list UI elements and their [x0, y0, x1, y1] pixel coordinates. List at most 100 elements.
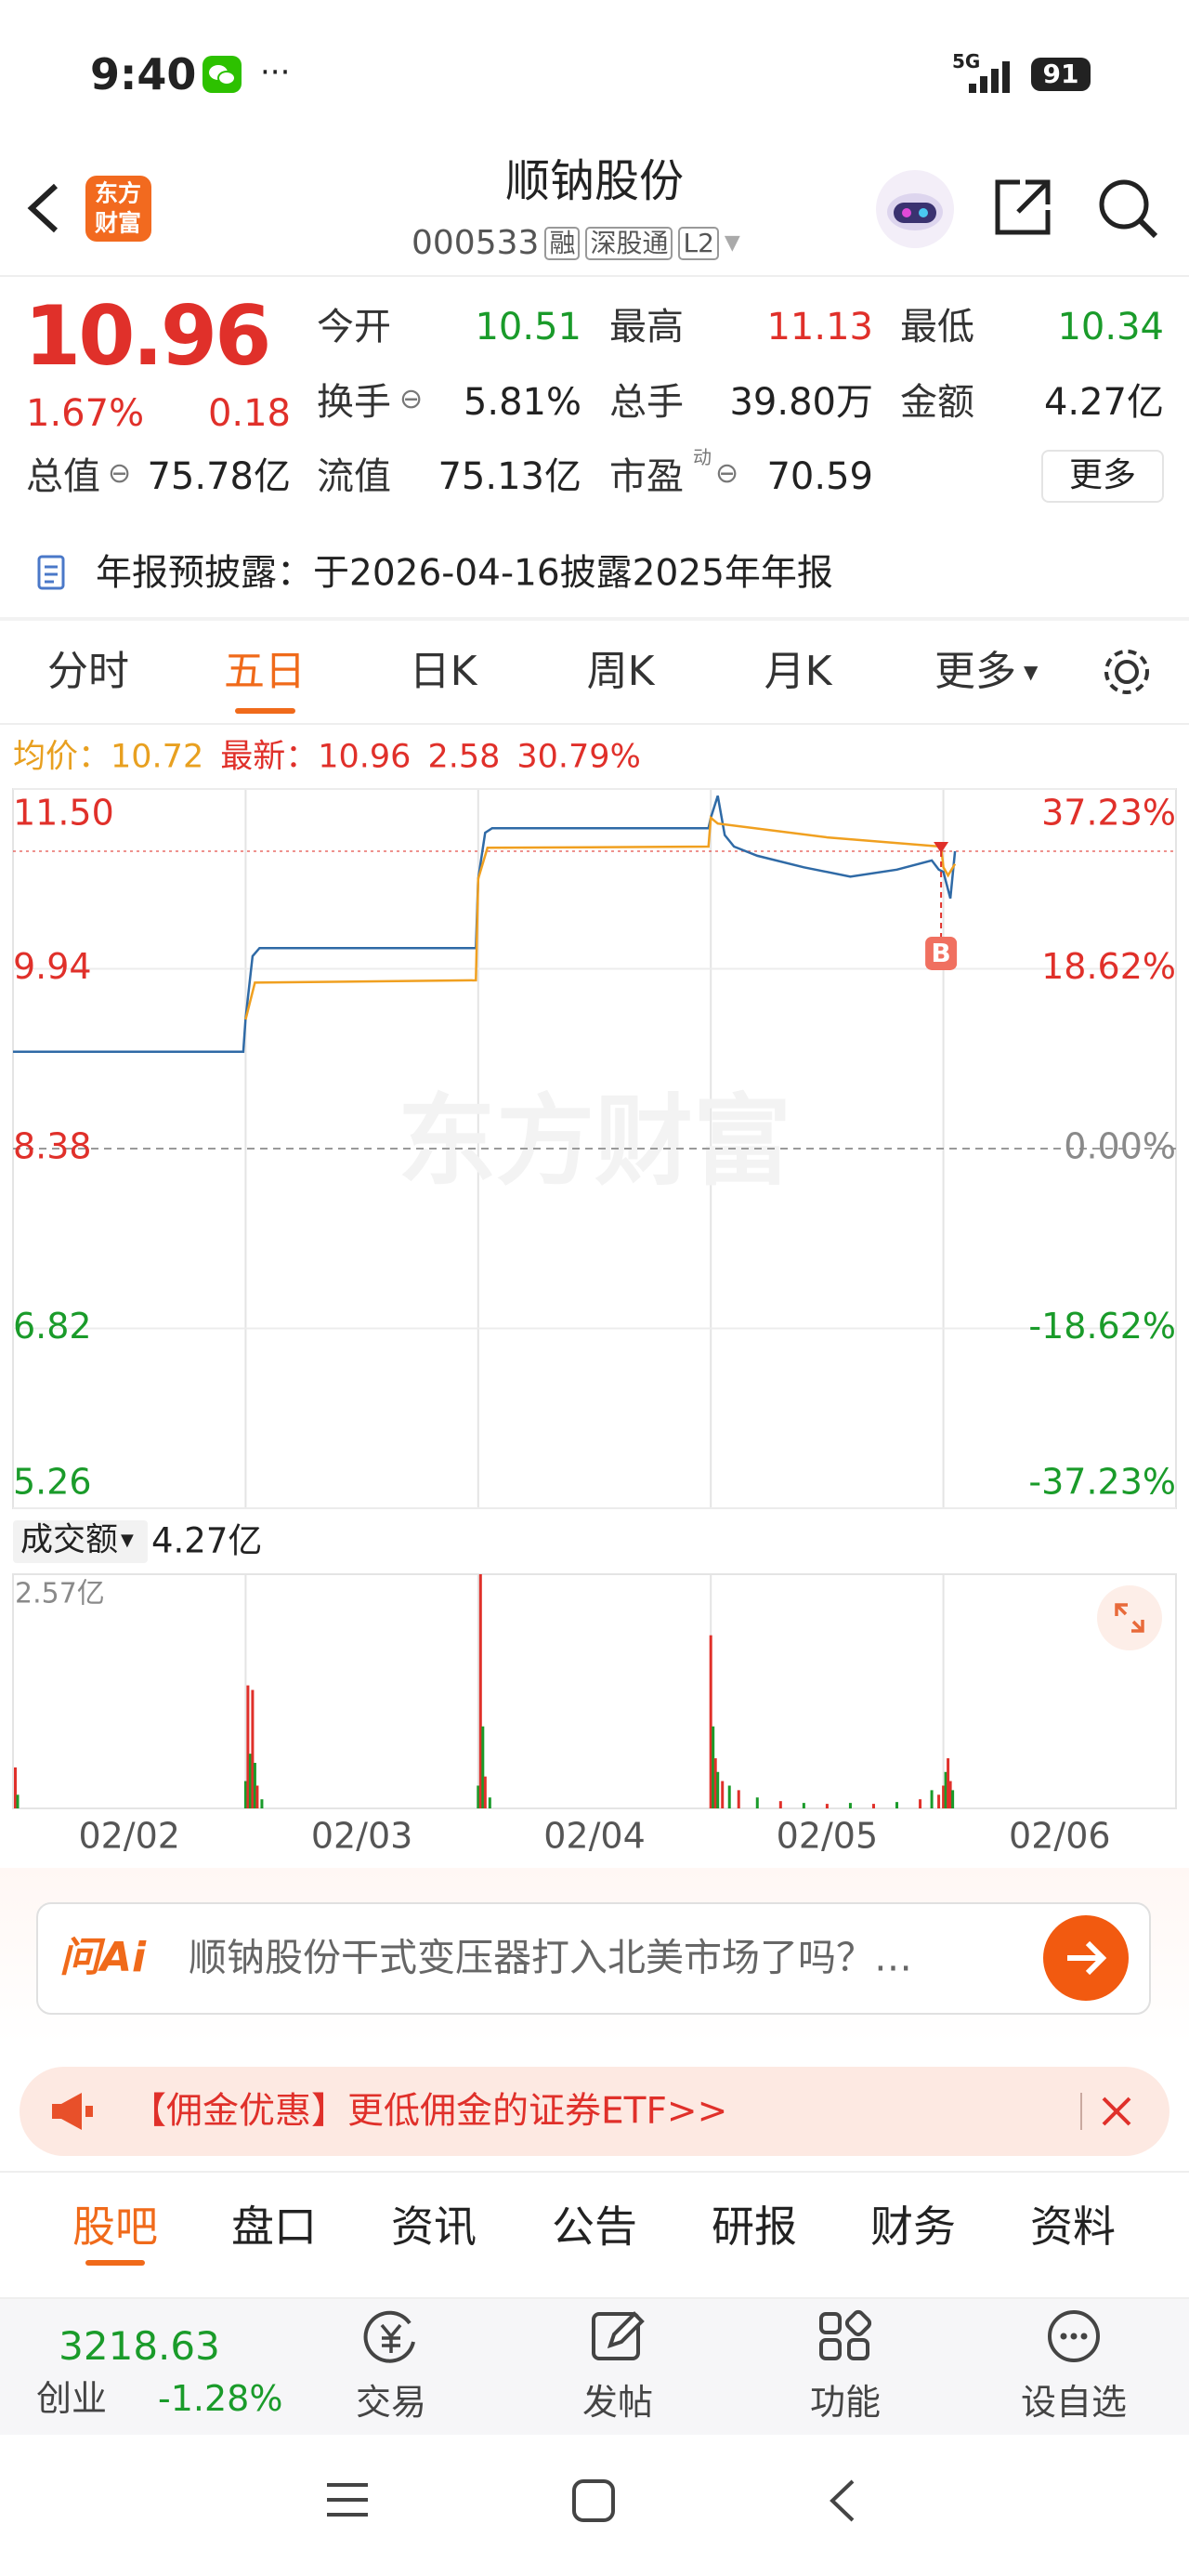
index-value[interactable]: 3218.63 [59, 2323, 220, 2369]
back-button[interactable] [24, 182, 61, 234]
field-value: 39.80万 [729, 381, 873, 424]
field-label: 市盈 [609, 455, 684, 498]
assistant-avatar[interactable] [873, 167, 957, 251]
battery-level: 91 [1042, 59, 1079, 89]
toolbar-label[interactable]: 功能 [809, 2382, 882, 2423]
wechat-icon [203, 56, 242, 93]
badge: 融 [544, 227, 581, 260]
volume-bar [253, 1762, 256, 1808]
search-button[interactable] [1096, 177, 1161, 242]
stock-code-row: 000533 融 深股通 L2 ▼ [412, 227, 740, 260]
volume-bar [947, 1758, 950, 1808]
volume-selector[interactable] [13, 1520, 148, 1563]
watchlist-icon[interactable] [1044, 2308, 1104, 2364]
chart-tab[interactable]: 月K [764, 648, 832, 695]
volume-bar [248, 1754, 252, 1808]
volume-bar [488, 1797, 491, 1808]
share-button[interactable] [992, 177, 1053, 238]
network: 5G [952, 50, 981, 72]
volume-bar [755, 1797, 759, 1808]
more-label[interactable]: 更多 [1068, 456, 1137, 494]
battery [1031, 58, 1091, 91]
volume-bar [919, 1799, 922, 1808]
menu-key[interactable] [327, 2483, 368, 2517]
promo-banner[interactable] [20, 2067, 1169, 2156]
ai-prompt[interactable]: 顺钠股份干式变压器打入北美市场了吗？… [189, 1935, 912, 1980]
more-button[interactable] [1041, 450, 1164, 503]
content-tab[interactable]: 公告 [552, 2201, 637, 2252]
x-tick-label: 02/02 [78, 1816, 180, 1857]
dropdown-arrow[interactable]: ▼ [724, 231, 740, 255]
y2-tick-label: 0.00% [1064, 1126, 1176, 1167]
content-tab[interactable]: 资料 [1030, 2201, 1116, 2252]
marker-tip [934, 841, 949, 853]
field-value: 5.81% [463, 381, 581, 424]
volume-bar [942, 1785, 946, 1808]
badge: 深股通 [585, 227, 673, 260]
promo-text[interactable]: 【佣金优惠】更低佣金的证券ETF>> [130, 2090, 728, 2133]
y-tick-label: 5.26 [13, 1462, 92, 1503]
chart-tab[interactable]: 日K [409, 648, 477, 695]
y2-tick-label: 18.62% [1041, 946, 1176, 987]
info-icon[interactable]: ⊖ [399, 383, 424, 415]
chart-tab[interactable]: 分时 [47, 648, 129, 695]
status-more: ··· [260, 54, 291, 91]
avg-value: 10.72 [111, 738, 204, 776]
volume-bar [721, 1781, 725, 1808]
chart-tab[interactable]: 更多 [934, 648, 1016, 695]
content-tab[interactable]: 资讯 [391, 2201, 477, 2252]
content-tab-active[interactable]: 股吧 [72, 2201, 158, 2252]
volume-bar [255, 1785, 259, 1808]
logo-text: 东方 [94, 179, 142, 207]
volume-bar [848, 1803, 852, 1808]
volume-label[interactable]: 成交额 [20, 1521, 119, 1559]
chart-tab[interactable]: 周K [586, 648, 655, 695]
content-tab[interactable]: 财务 [870, 2201, 956, 2252]
field-label: 总手 [609, 381, 684, 424]
y2-tick-label: -18.62% [1028, 1306, 1176, 1347]
y-tick-label: 8.38 [13, 1126, 92, 1167]
content-tab[interactable]: 盘口 [231, 2201, 317, 2252]
tab-underline [235, 708, 295, 714]
notice-text[interactable]: 年报预披露：于2026-04-16披露2025年年报 [96, 552, 833, 595]
volume-bar [802, 1803, 805, 1808]
tab-underline [85, 2260, 145, 2266]
volume-bar [937, 1794, 941, 1808]
ai-send-button[interactable] [1043, 1915, 1129, 2001]
field-label: 流值 [317, 455, 391, 498]
field-label: 最高 [609, 306, 684, 348]
expand-button[interactable] [1096, 1584, 1163, 1651]
info-icon[interactable]: ⊖ [715, 457, 739, 490]
toolbar-label[interactable]: 发帖 [581, 2382, 654, 2423]
y2-tick-label: 37.23% [1041, 793, 1176, 834]
content-tab[interactable]: 研报 [712, 2201, 797, 2252]
volume-bar [778, 1801, 782, 1808]
info-icon[interactable]: ⊖ [108, 457, 132, 490]
function-icon[interactable] [816, 2308, 875, 2364]
home-key[interactable] [572, 2479, 615, 2522]
toolbar-label[interactable]: 交易 [355, 2382, 427, 2423]
trade-icon[interactable] [361, 2308, 421, 2364]
chart-info: 均价： 10.72 最新： 10.96 2.58 30.79% [13, 738, 641, 776]
status-time: 9:40 [90, 49, 197, 99]
field-value: 10.51 [475, 306, 581, 348]
field-value: 10.34 [1057, 306, 1164, 348]
promo-icon [52, 2093, 93, 2130]
settings-button[interactable] [1099, 644, 1155, 700]
y-tick-label: 6.82 [13, 1306, 92, 1347]
post-icon[interactable] [588, 2308, 647, 2364]
field-label: 换手 [317, 381, 391, 424]
toolbar-label[interactable]: 设自选 [1020, 2382, 1128, 2423]
change-pct: 30.79% [516, 738, 641, 776]
volume-bar [871, 1804, 875, 1808]
chart-tab-active[interactable]: 五日 [224, 648, 306, 695]
x-tick-label: 02/05 [777, 1816, 879, 1857]
avg-label: 均价： [13, 738, 111, 776]
volume-bar [481, 1726, 485, 1808]
close-button[interactable] [1100, 2095, 1133, 2128]
back-key[interactable] [830, 2479, 855, 2522]
x-tick-label: 02/03 [311, 1816, 413, 1857]
ai-box[interactable] [36, 1902, 1151, 2015]
